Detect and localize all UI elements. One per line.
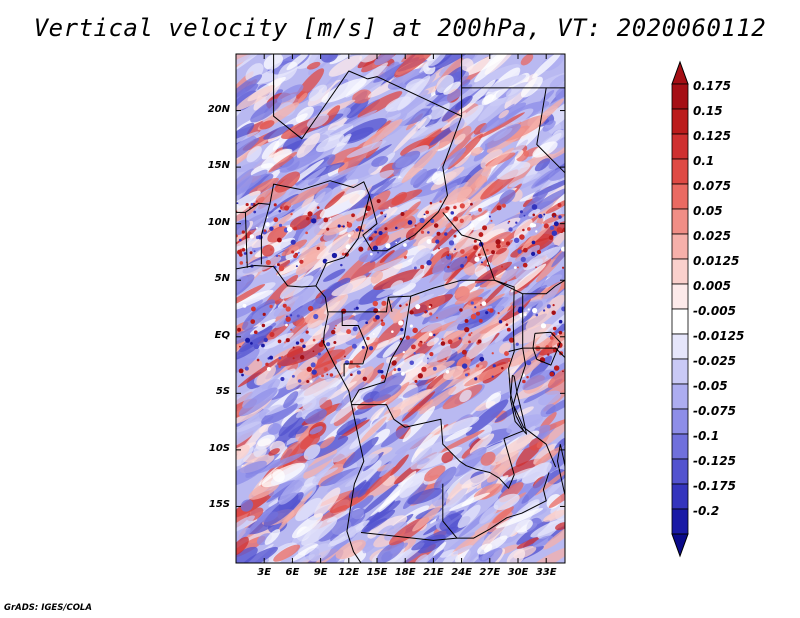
colorbar-label: -0.025 xyxy=(693,354,736,368)
colorbar-swatch xyxy=(671,133,689,160)
colorbar-label: -0.075 xyxy=(693,404,736,418)
colorbar-label: -0.0125 xyxy=(693,329,745,343)
lon-label: 9E xyxy=(313,567,328,578)
lon-label: 27E xyxy=(479,567,501,578)
colorbar-swatch xyxy=(671,308,689,335)
colorbar-swatch xyxy=(671,83,689,110)
colorbar-label: -0.175 xyxy=(693,479,736,493)
lat-label: 5N xyxy=(214,273,230,285)
colorbar-swatch xyxy=(671,433,689,460)
colorbar-label: 0.005 xyxy=(693,279,731,293)
axis-ticks xyxy=(236,54,565,563)
colorbar-swatch xyxy=(671,483,689,510)
lon-label: 15E xyxy=(366,567,388,578)
lat-label: 10N xyxy=(207,216,230,228)
colorbar-swatch xyxy=(671,283,689,310)
colorbar-swatch xyxy=(671,458,689,485)
colorbar-swatch xyxy=(671,333,689,360)
colorbar-label: 0.175 xyxy=(693,79,731,93)
colorbar-label: -0.2 xyxy=(693,504,720,518)
colorbar-label: -0.005 xyxy=(693,304,736,318)
colorbar-label: 0.025 xyxy=(693,229,731,243)
lon-label: 24E xyxy=(451,567,472,578)
lon-label: 33E xyxy=(535,567,557,578)
lat-label: 20N xyxy=(207,103,230,115)
colorbar-swatch xyxy=(671,158,689,185)
colorbar-swatch xyxy=(671,383,689,410)
lon-label: 30E xyxy=(507,567,529,578)
colorbar-swatch xyxy=(671,408,689,435)
colorbar-label: -0.1 xyxy=(693,429,720,443)
grads-credit: GrADS: IGES/COLA xyxy=(4,603,92,613)
map-frame xyxy=(235,53,566,564)
lon-label: 21E xyxy=(423,567,444,578)
velocity-field xyxy=(236,54,565,563)
colorbar-swatch xyxy=(671,508,689,535)
colorbar-swatch xyxy=(671,108,689,135)
colorbar-swatch xyxy=(671,258,689,285)
lon-label: 3E xyxy=(257,567,272,578)
plot-title: Vertical velocity [m/s] at 200hPa, VT: 2… xyxy=(33,14,767,42)
lat-label: EQ xyxy=(214,329,230,341)
lon-label: 6E xyxy=(285,567,300,578)
colorbar-label: 0.15 xyxy=(693,104,723,118)
country-borders xyxy=(236,54,565,563)
colorbar-max-arrow xyxy=(671,60,689,85)
lon-label: 18E xyxy=(394,567,416,578)
lat-label: 15S xyxy=(208,499,230,511)
colorbar-label: 0.05 xyxy=(693,204,723,218)
colorbar-label: -0.05 xyxy=(693,379,728,393)
colorbar-swatch xyxy=(671,233,689,260)
lat-label: 10S xyxy=(208,442,230,454)
colorbar-label: 0.0125 xyxy=(693,254,740,268)
colorbar-label: 0.075 xyxy=(693,179,731,193)
colorbar-label: -0.125 xyxy=(693,454,736,468)
colorbar-label: 0.1 xyxy=(693,154,715,168)
colorbar-label: 0.125 xyxy=(693,129,731,143)
colorbar-min-arrow xyxy=(671,533,689,558)
colorbar-swatch xyxy=(671,358,689,385)
colorbar-swatch xyxy=(671,208,689,235)
lat-label: 15N xyxy=(207,160,230,172)
colorbar-swatch xyxy=(671,183,689,210)
lat-label: 5S xyxy=(215,386,230,398)
lon-label: 12E xyxy=(338,567,360,578)
